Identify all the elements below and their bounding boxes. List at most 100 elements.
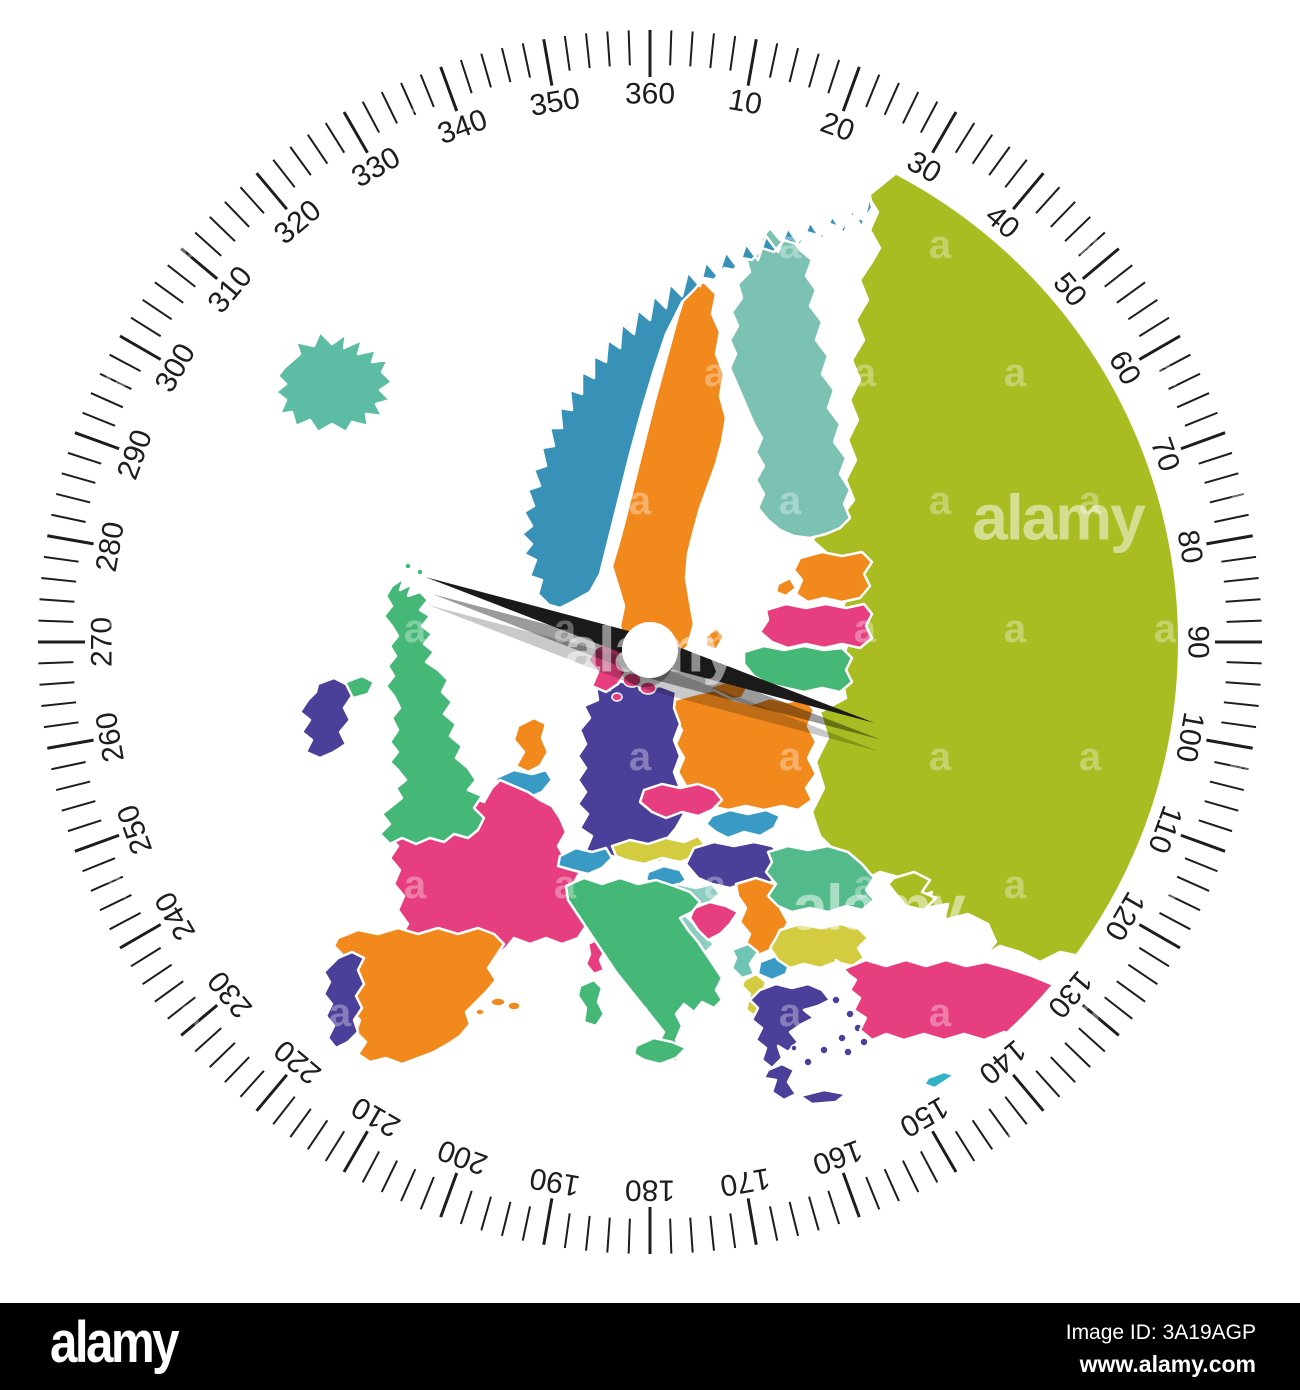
tick-minor: [1127, 963, 1158, 986]
tick-minor: [55, 492, 91, 504]
dial-label-320: 320: [268, 193, 328, 250]
watermark-a: a: [854, 1119, 877, 1163]
tick-minor: [224, 1056, 250, 1083]
tick-minor: [1221, 555, 1257, 563]
tick-major: [1012, 172, 1045, 211]
watermark-a: a: [854, 607, 877, 651]
watermark-a: a: [479, 991, 502, 1035]
watermark-a: a: [254, 863, 277, 907]
tick-minor: [61, 800, 96, 812]
watermark-a: a: [104, 1119, 127, 1163]
tick-major: [47, 738, 94, 750]
watermark-alamy: alamy: [972, 481, 1146, 553]
watermark-a: a: [1004, 607, 1027, 651]
dial-label-330: 330: [346, 141, 406, 195]
country-greece: [819, 1045, 829, 1055]
dial-label-260: 260: [90, 710, 131, 765]
watermark-a: a: [104, 95, 127, 139]
watermark-a: a: [629, 735, 652, 779]
tick-major: [255, 172, 288, 211]
dial-label-190: 190: [527, 1161, 582, 1202]
tick-minor: [209, 1042, 236, 1068]
watermark-a: a: [704, 607, 727, 651]
country-finland: [728, 226, 852, 540]
country-gotland: [704, 626, 726, 652]
dial-label-250: 250: [111, 800, 159, 858]
dial-label-240: 240: [149, 886, 203, 946]
tick-minor: [1198, 451, 1233, 465]
footer-meta: Image ID: 3A19AGP www.alamy.com: [1066, 1320, 1256, 1379]
tick-minor: [585, 33, 591, 69]
tick-minor: [902, 91, 920, 124]
tick-minor: [400, 82, 417, 116]
tick-minor: [768, 43, 779, 78]
watermark-a: a: [704, 95, 727, 139]
tick-minor: [1204, 472, 1239, 484]
tick-minor: [865, 1176, 881, 1210]
dial-label-230: 230: [201, 964, 258, 1024]
watermark-a: a: [1079, 735, 1102, 779]
country-portugal: [322, 950, 366, 1050]
watermark-a: a: [854, 95, 877, 139]
watermark-alamy: alamy: [792, 871, 966, 943]
dial-label-200: 200: [433, 1133, 491, 1181]
watermark-layer: a a a a a a a aa a a a a a a aa a a a a a a aa a a a a a a aa a a a a a a a…: [104, 95, 1252, 1163]
alamy-logo: alamy: [50, 1310, 180, 1375]
tick-minor: [239, 1070, 265, 1098]
tick-minor: [1138, 946, 1170, 968]
watermark-a: a: [404, 1119, 427, 1163]
tick-minor: [130, 946, 162, 968]
watermark-a: a: [779, 479, 802, 523]
country-shetland: [416, 568, 424, 576]
tick-minor: [788, 47, 800, 83]
tick-minor: [729, 1213, 737, 1249]
watermark-a: a: [779, 991, 802, 1035]
dial-label-300: 300: [149, 338, 203, 398]
tick-minor: [419, 74, 435, 108]
country-balearics: [490, 997, 506, 1007]
tick-minor: [1226, 619, 1262, 623]
watermark-a: a: [329, 479, 352, 523]
tick-minor: [1176, 875, 1210, 892]
tick-minor: [883, 1168, 900, 1202]
tick-minor: [82, 411, 116, 427]
country-sardinia: [576, 978, 606, 1028]
tick-minor: [1004, 159, 1028, 188]
watermark-a: a: [254, 607, 277, 651]
tick-minor: [669, 1218, 673, 1254]
compass-needle: [425, 577, 882, 751]
watermark-a: a: [329, 735, 352, 779]
tick-minor: [689, 1217, 694, 1253]
tick-minor: [689, 31, 694, 67]
tick-major: [1138, 923, 1181, 950]
watermark-a: a: [254, 351, 277, 395]
dial-label-70: 70: [1144, 433, 1186, 476]
watermark-a: a: [179, 735, 202, 779]
tick-minor: [1226, 661, 1262, 665]
tick-minor: [130, 316, 162, 338]
tick-minor: [563, 35, 571, 71]
watermark-a: a: [254, 95, 277, 139]
tick-minor: [971, 1119, 994, 1150]
watermark-a: a: [479, 735, 502, 779]
tick-minor: [142, 963, 173, 986]
watermark-a: a: [929, 223, 952, 267]
tick-major: [1180, 833, 1226, 853]
dial-label-280: 280: [90, 519, 131, 574]
needle-hub: [622, 622, 678, 678]
country-czechia: [638, 782, 724, 820]
tick-major: [746, 39, 758, 86]
country-uk: [378, 576, 486, 846]
tick-minor: [1204, 800, 1239, 812]
country-balearics: [475, 1008, 485, 1016]
tick-minor: [41, 701, 77, 707]
dial-label-80: 80: [1171, 528, 1209, 567]
country-greece: [843, 1047, 853, 1057]
tick-minor: [1198, 819, 1233, 833]
tick-minor: [1116, 281, 1146, 304]
tick-minor: [400, 1168, 417, 1202]
tick-minor: [167, 264, 196, 288]
tick-minor: [1104, 996, 1133, 1020]
tick-minor: [500, 47, 512, 83]
